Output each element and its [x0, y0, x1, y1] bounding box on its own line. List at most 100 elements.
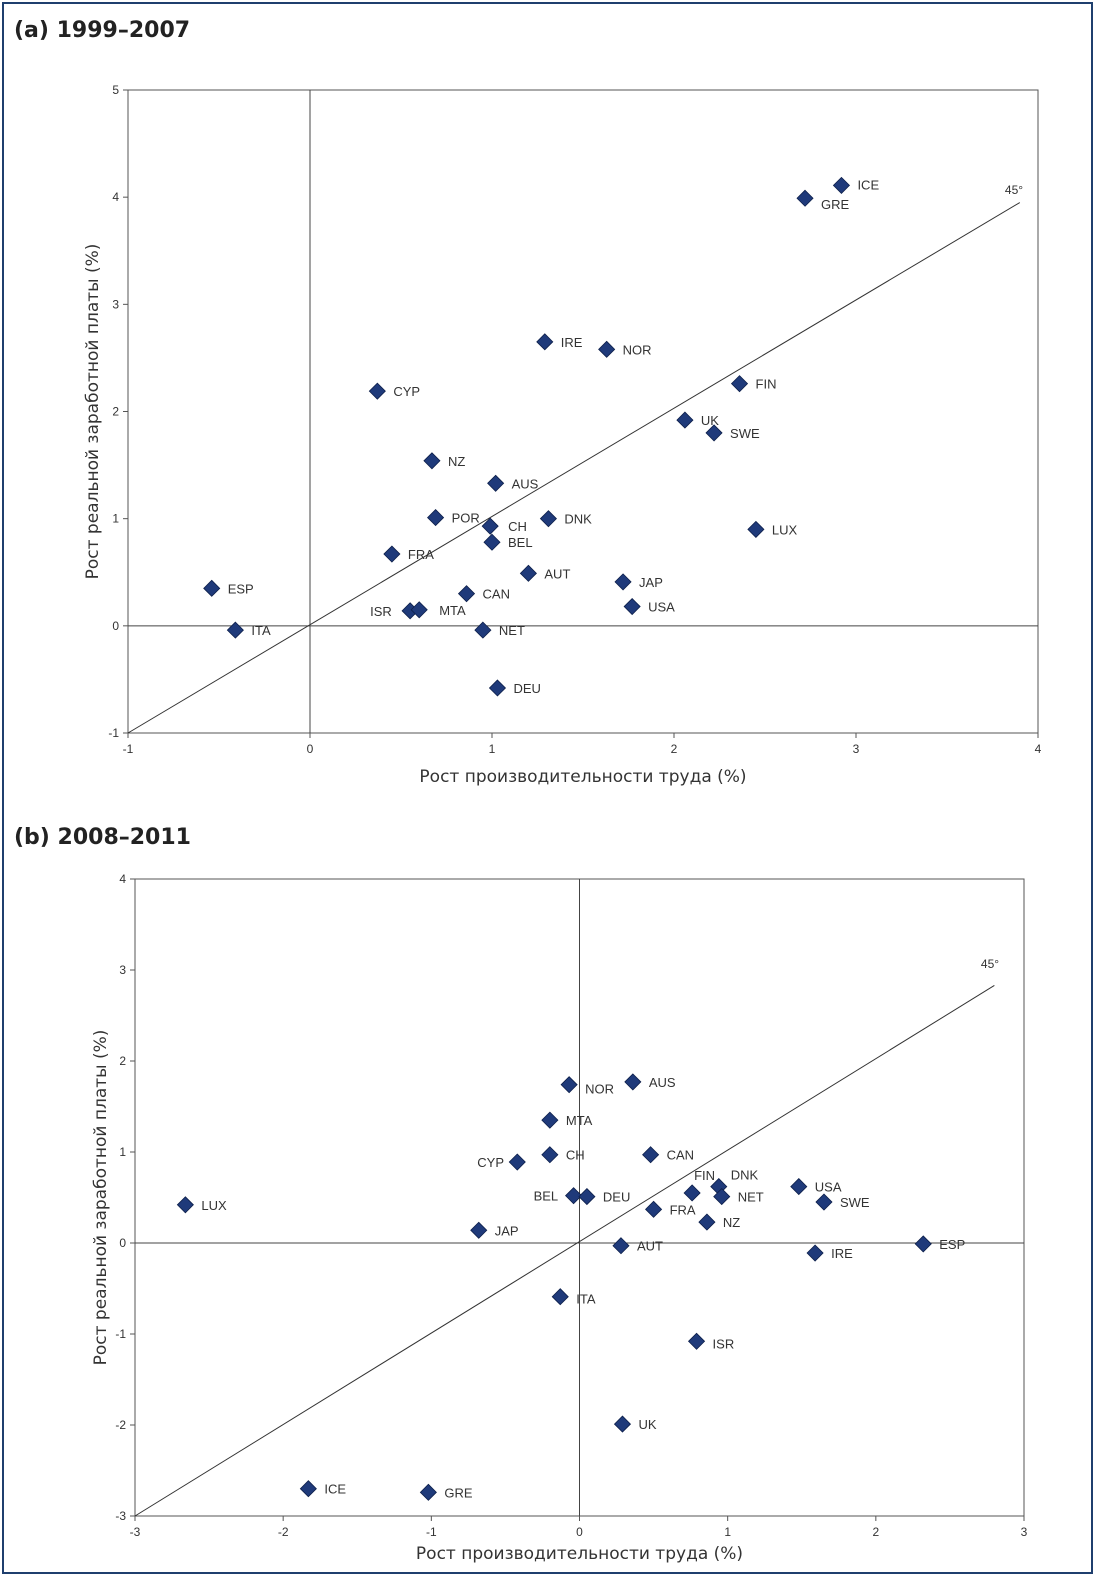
y-tick-label: -1 [108, 726, 119, 740]
data-point-jap [470, 1221, 488, 1239]
data-label-jap: JAP [639, 575, 663, 590]
data-label-dnk: DNK [564, 512, 592, 527]
data-point-dnk [539, 510, 557, 528]
data-point-esp [203, 579, 221, 597]
data-point-ch [541, 1146, 559, 1164]
data-label-net: NET [499, 623, 525, 638]
data-label-fra: FRA [408, 547, 434, 562]
y-tick-label: -3 [115, 1509, 126, 1523]
data-label-esp: ESP [939, 1237, 965, 1252]
data-label-ice: ICE [857, 177, 879, 192]
data-label-uk: UK [701, 413, 719, 428]
data-point-cyp [368, 382, 386, 400]
x-tick-label: 4 [1035, 742, 1042, 756]
data-point-fin [683, 1184, 701, 1202]
data-point-nz [698, 1213, 716, 1231]
data-label-fra: FRA [670, 1202, 696, 1217]
data-label-ire: IRE [831, 1246, 853, 1261]
data-point-aus [624, 1073, 642, 1091]
y-tick-label: 5 [112, 83, 119, 97]
data-point-nz [423, 452, 441, 470]
data-label-nz: NZ [723, 1215, 740, 1230]
x-tick-label: 1 [724, 1525, 731, 1539]
y-tick-label: 1 [112, 512, 119, 526]
data-point-ita [551, 1288, 569, 1306]
data-point-ice [832, 176, 851, 194]
data-label-isr: ISR [713, 1336, 735, 1351]
data-point-net [474, 621, 492, 639]
reference-line-label: 45° [981, 957, 999, 971]
y-tick-label: 3 [112, 297, 119, 311]
data-label-gre: GRE [444, 1485, 473, 1500]
data-label-ice: ICE [324, 1482, 346, 1497]
chart-canvas: (a) 1999–2007 -1 0 1 2 3 4 -1 0 1 2 3 4 5 Рост произво… [14, 18, 1042, 1564]
data-label-gre: GRE [821, 197, 850, 212]
data-label-fin: FIN [756, 377, 777, 392]
data-label-bel: BEL [508, 535, 533, 550]
data-point-ch [481, 517, 499, 535]
data-label-uk: UK [638, 1417, 656, 1432]
y-axis-title: Рост реальной заработной платы (%) [91, 1030, 111, 1366]
data-point-usa [623, 597, 641, 616]
x-tick-label: 0 [576, 1525, 583, 1539]
data-point-aus [487, 474, 505, 492]
data-label-mta: MTA [439, 603, 466, 618]
data-point-por [427, 509, 445, 527]
data-label-nor: NOR [585, 1082, 614, 1097]
data-label-can: CAN [667, 1148, 694, 1163]
data-point-lux [176, 1196, 194, 1214]
y-tick-label: 3 [119, 963, 126, 977]
x-tick-label: -3 [130, 1525, 141, 1539]
data-label-ch: CH [508, 519, 527, 534]
data-label-aut: AUT [544, 566, 570, 581]
data-point-swe [705, 424, 723, 442]
data-label-cyp: CYP [393, 384, 420, 399]
data-point-fin [730, 375, 749, 393]
data-point-net [713, 1188, 731, 1206]
x-tick-label: 2 [872, 1525, 879, 1539]
data-point-ire [536, 333, 554, 351]
x-tick-label: 3 [1021, 1525, 1028, 1539]
data-point-swe [815, 1193, 833, 1211]
data-point-isr [687, 1332, 706, 1350]
panel-title: (b) 2008–2011 [14, 825, 191, 850]
data-point-jap [614, 573, 632, 591]
data-label-fin: FIN [694, 1168, 715, 1183]
y-tick-label: 4 [119, 872, 126, 886]
data-point-fra [645, 1200, 663, 1218]
data-label-esp: ESP [228, 581, 254, 596]
data-point-deu [578, 1188, 596, 1206]
data-label-nz: NZ [448, 454, 465, 469]
y-axis-title: Рост реальной заработной платы (%) [83, 244, 103, 580]
data-label-por: POR [452, 511, 480, 526]
data-point-nor [598, 340, 616, 358]
data-label-nor: NOR [623, 342, 652, 357]
data-point-gre [796, 189, 814, 207]
data-label-isr: ISR [370, 604, 392, 619]
x-tick-label: -2 [278, 1525, 289, 1539]
data-label-aut: AUT [637, 1239, 663, 1254]
data-point-bel [565, 1187, 583, 1205]
data-point-aut [519, 564, 537, 582]
data-label-swe: SWE [840, 1195, 870, 1210]
data-point-gre [419, 1483, 437, 1501]
data-point-mta [541, 1111, 559, 1129]
y-tick-label: -1 [115, 1327, 126, 1341]
chart-panel-a: (a) 1999–2007 -1 0 1 2 3 4 -1 0 1 2 3 4 5 Рост произво… [14, 18, 1042, 787]
data-point-mta [410, 601, 428, 619]
data-point-lux [747, 520, 765, 538]
y-tick-label: 1 [119, 1145, 126, 1159]
data-label-cyp: CYP [477, 1155, 504, 1170]
y-tick-label: 2 [119, 1054, 126, 1068]
data-point-fra [383, 545, 401, 563]
y-tick-label: -2 [115, 1418, 126, 1432]
data-point-can [457, 585, 476, 603]
x-tick-label: -1 [123, 742, 134, 756]
reference-line-label: 45° [1005, 183, 1023, 197]
data-label-ita: ITA [576, 1292, 596, 1307]
data-label-aus: AUS [512, 476, 539, 491]
chart-panel-b: (b) 2008–2011 -3 -2 -1 0 1 2 3 -3 -2 -1 0 1 2 3 4 Рост п… [14, 825, 1028, 1564]
data-label-dnk: DNK [731, 1168, 759, 1183]
data-point-esp [914, 1235, 932, 1253]
y-tick-label: 4 [112, 190, 119, 204]
